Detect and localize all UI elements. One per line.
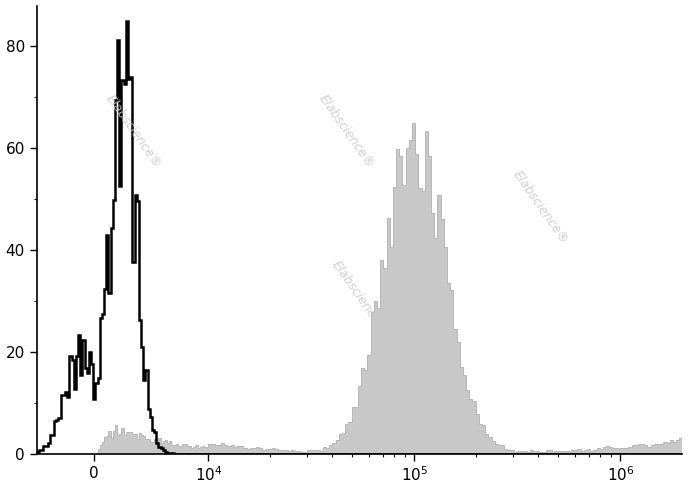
Text: Elabscience®: Elabscience® bbox=[330, 258, 389, 336]
Text: Elabscience®: Elabscience® bbox=[316, 92, 377, 170]
Text: Elabscience®: Elabscience® bbox=[510, 168, 570, 246]
Text: Elabscience®: Elabscience® bbox=[103, 92, 164, 170]
